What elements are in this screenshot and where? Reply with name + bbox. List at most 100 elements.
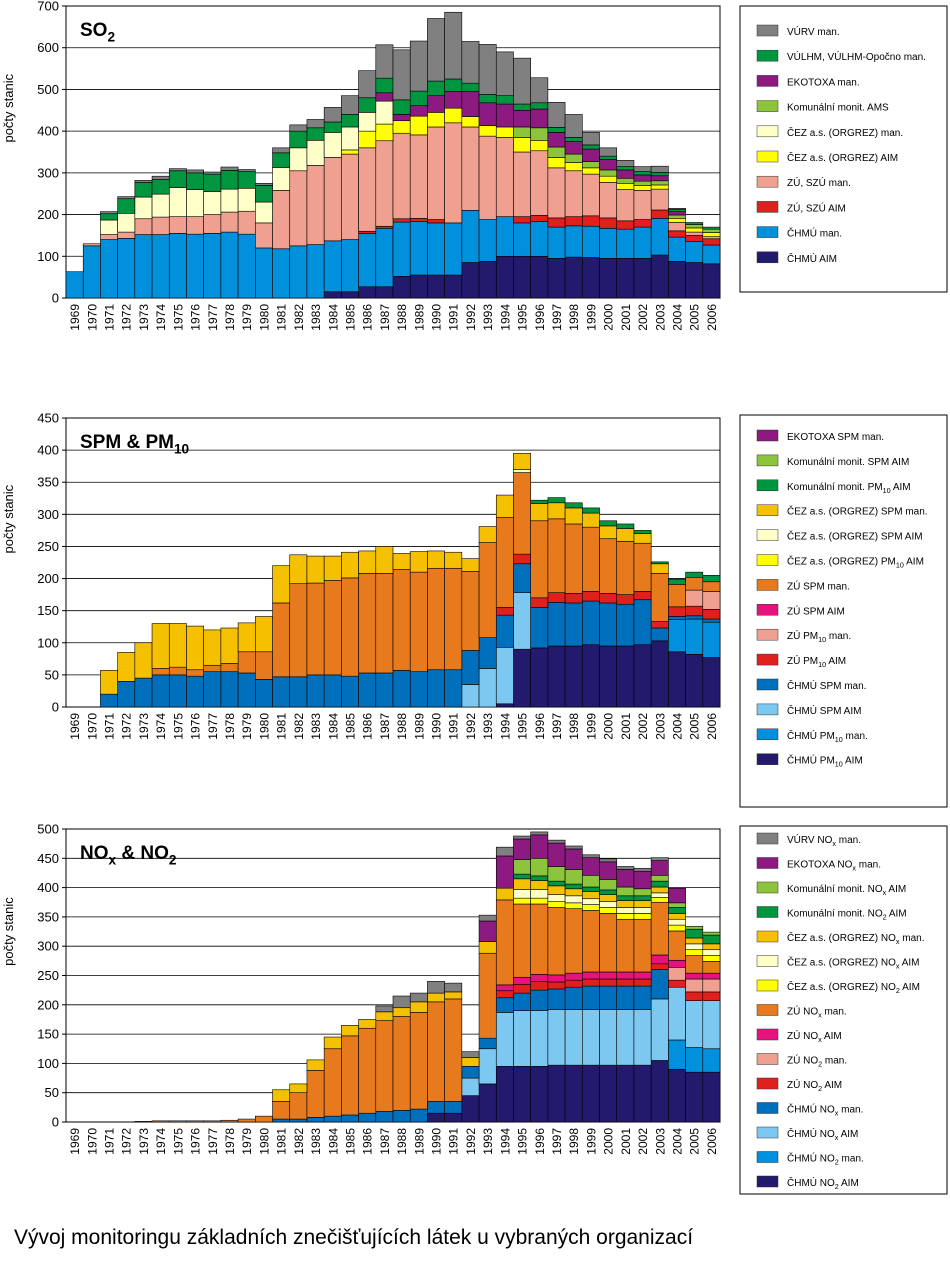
bar-segment (702, 618, 721, 623)
x-tick-label: 2003 (653, 304, 667, 331)
bar-segment (599, 182, 618, 219)
bar-segment (168, 168, 187, 172)
bar-segment (564, 848, 583, 870)
bar-segment (513, 592, 531, 650)
bar-segment (650, 172, 669, 177)
bar-segment (134, 1121, 153, 1123)
legend-label: ČHMÚ PM10 man. (787, 729, 868, 744)
bar-segment (530, 255, 549, 299)
bar-segment (409, 274, 428, 299)
bar-segment (547, 981, 566, 990)
legend-label: ZÚ NO2 AIM (787, 1078, 842, 1093)
bar-segment (668, 887, 686, 904)
bar-segment (513, 563, 531, 593)
bar-segment (375, 92, 394, 102)
bar-segment (341, 239, 359, 293)
bar-segment (168, 1120, 187, 1123)
bar-segment (478, 102, 497, 127)
bar-segment (168, 170, 187, 188)
bar-segment (495, 126, 514, 138)
bar-segment (702, 575, 721, 583)
bar-segment (547, 157, 566, 169)
bar-segment (409, 90, 428, 106)
bar-segment (117, 213, 136, 233)
bar-segment (582, 874, 600, 888)
bar-segment (685, 1071, 704, 1123)
legend-swatch (756, 49, 779, 62)
bar-segment (427, 981, 445, 994)
bar-segment (582, 886, 600, 893)
bar-segment (685, 231, 704, 236)
bar-segment (513, 889, 531, 899)
x-tick-label: 1992 (464, 1128, 478, 1155)
bar-segment (151, 216, 170, 235)
legend-swatch (756, 100, 779, 112)
bar-segment (582, 132, 600, 146)
bar-segment (65, 271, 84, 299)
bar-segment (564, 523, 583, 594)
bar-segment (564, 1064, 583, 1123)
bar-segment (650, 573, 669, 622)
bar-segment (203, 671, 222, 708)
bar-segment (616, 1064, 635, 1123)
bar-segment (633, 174, 652, 182)
x-tick-label: 2006 (705, 1128, 719, 1155)
bar-segment (306, 165, 325, 245)
bar-segment (151, 674, 170, 708)
x-tick-label: 1999 (584, 304, 598, 331)
bar-segment (599, 879, 618, 891)
bar-segment (168, 233, 187, 299)
x-tick-label: 1979 (240, 713, 254, 740)
bar-segment (478, 1048, 497, 1085)
bar-segment (409, 1108, 428, 1123)
bar-segment (530, 889, 549, 899)
bar-segment (685, 571, 704, 578)
bar-segment (168, 216, 187, 234)
bar-segment (478, 125, 497, 137)
x-tick-label: 2005 (688, 713, 702, 740)
bar-segment (478, 44, 497, 95)
x-tick-label: 1992 (464, 713, 478, 740)
legend-label: ZÚ, SZÚ AIM (787, 201, 846, 214)
bar-segment (547, 217, 566, 228)
bar-segment (582, 161, 600, 169)
bar-segment (289, 1092, 308, 1120)
x-tick-label: 2002 (636, 304, 650, 331)
bar-segment (530, 102, 549, 110)
bar-segment (513, 103, 531, 111)
bar-segment (650, 954, 669, 965)
bar-segment (599, 858, 618, 863)
x-tick-label: 1978 (223, 713, 237, 740)
bar-segment (633, 888, 652, 897)
x-tick-label: 1994 (498, 713, 512, 740)
x-tick-label: 2004 (670, 1128, 684, 1155)
bar-segment (495, 517, 514, 608)
bar-segment (375, 100, 394, 125)
bar-segment (409, 218, 428, 222)
x-tick-label: 1994 (498, 1128, 512, 1155)
bar-segment (255, 182, 273, 186)
y-tick-label: 200 (37, 207, 59, 222)
bar-segment (650, 561, 669, 565)
bar-segment (289, 676, 308, 708)
bar-segment (599, 985, 618, 1010)
legend-swatch (756, 930, 779, 943)
legend-label: ČEZ a.s. (ORGREZ) NOx man. (787, 931, 925, 946)
x-tick-label: 1990 (430, 713, 444, 740)
x-tick-label: 1971 (103, 304, 117, 331)
bar-segment (668, 222, 686, 232)
bar-segment (702, 943, 721, 951)
bar-segment (341, 675, 359, 708)
legend-label: VÚLHM, VÚLHM-Opočno man. (787, 50, 926, 63)
bar-segment (530, 499, 549, 504)
bar-segment (668, 606, 686, 617)
x-tick-label: 1993 (481, 1128, 495, 1155)
bar-segment (341, 95, 359, 115)
bar-segment (685, 991, 704, 1001)
bar-segment (633, 985, 652, 1010)
bar-segment (685, 937, 704, 945)
bar-segment (530, 221, 549, 257)
bar-segment (478, 941, 497, 954)
bar-segment (650, 860, 669, 876)
bar-segment (564, 979, 583, 988)
